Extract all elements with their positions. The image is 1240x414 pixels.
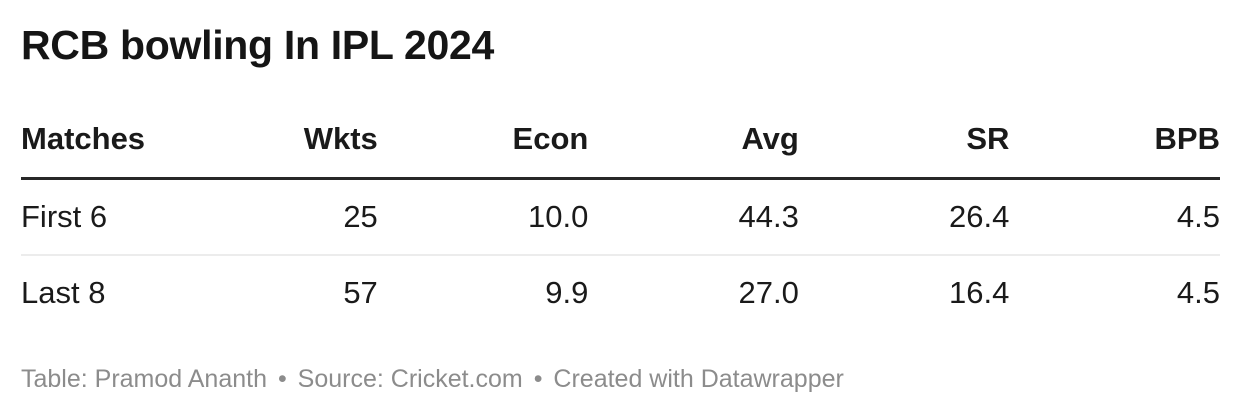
cell-bpb: 4.5 bbox=[1176, 275, 1220, 311]
cell-sr: 26.4 bbox=[798, 178, 1010, 257]
column-header-matches: Matches bbox=[21, 109, 168, 181]
bullet-separator: • bbox=[533, 365, 543, 394]
column-header-avg: Avg bbox=[588, 109, 799, 181]
cell-wkts: 25 bbox=[167, 178, 378, 257]
cell-matches: Last 8 bbox=[21, 275, 106, 311]
table-row: Last 8 57 9.9 27.0 16.4 4.5 bbox=[21, 255, 1220, 330]
footer-table-credit: Table: Pramod Ananth bbox=[21, 365, 267, 394]
cell-avg: 44.3 bbox=[588, 178, 799, 257]
column-header-bpb: BPB bbox=[1009, 109, 1220, 181]
column-header-econ: Econ bbox=[377, 109, 589, 181]
page-title: RCB bowling In IPL 2024 bbox=[21, 22, 495, 68]
footer-credits: Table: Pramod Ananth • Source: Cricket.c… bbox=[21, 364, 1220, 394]
cell-bpb: 4.5 bbox=[1009, 178, 1220, 257]
stats-table: Matches Wkts Econ Avg SR BPB First 6 25 … bbox=[21, 109, 1220, 330]
footer-attribution[interactable]: Created with Datawrapper bbox=[553, 365, 844, 394]
cell-econ: 9.9 bbox=[545, 275, 589, 311]
column-header-wkts: Wkts bbox=[167, 109, 378, 181]
table-header-row: Matches Wkts Econ Avg SR BPB bbox=[21, 109, 1220, 181]
cell-econ: 10.0 bbox=[377, 178, 589, 257]
footer-source-credit[interactable]: Source: Cricket.com bbox=[297, 365, 523, 394]
cell-avg: 27.0 bbox=[738, 275, 799, 311]
table-row: First 6 25 10.0 44.3 26.4 4.5 bbox=[21, 178, 1220, 257]
cell-wkts: 57 bbox=[343, 275, 378, 311]
datawrapper-table-widget: RCB bowling In IPL 2024 Matches Wkts Eco… bbox=[0, 22, 1240, 394]
cell-matches: First 6 bbox=[21, 178, 168, 257]
column-header-sr: SR bbox=[798, 109, 1010, 181]
bullet-separator: • bbox=[277, 365, 287, 394]
cell-sr: 16.4 bbox=[949, 275, 1010, 311]
